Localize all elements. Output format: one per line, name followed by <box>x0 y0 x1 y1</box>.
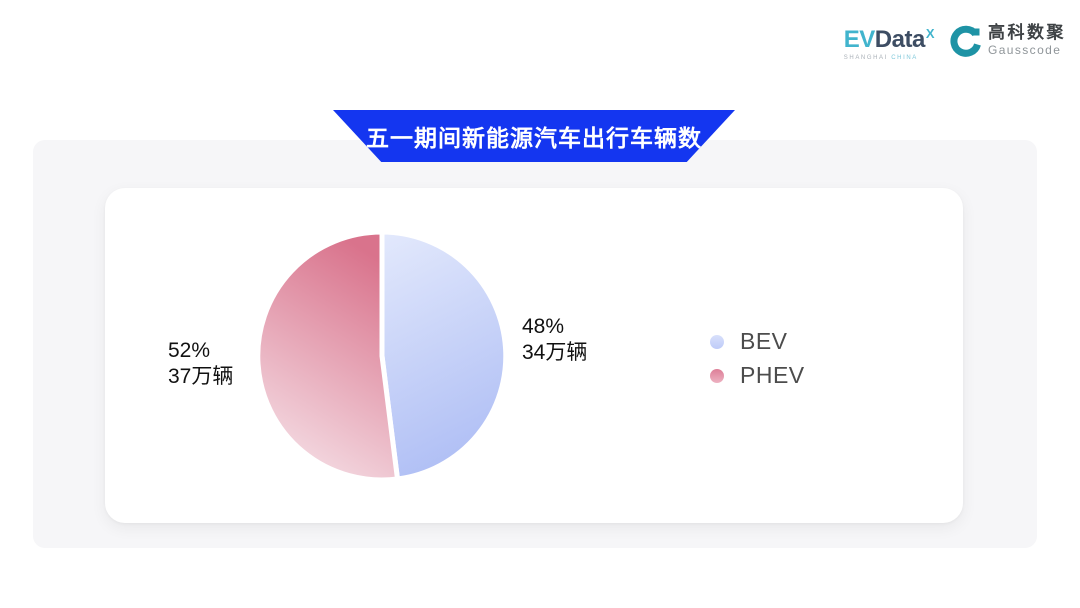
legend-item-phev[interactable]: PHEV <box>710 362 805 389</box>
evdata-tagline-china: CHINA <box>891 55 918 61</box>
gausscode-name-cn: 高科数聚 <box>988 23 1066 42</box>
gausscode-text: 高科数聚 Gausscode <box>988 23 1066 57</box>
evdata-tagline-shanghai: SHANGHAI <box>843 55 888 61</box>
label-phev-value: 37万辆 <box>168 365 234 388</box>
chart-card <box>105 188 963 523</box>
label-bev-percent: 48% <box>522 315 565 338</box>
gausscode-name-en: Gausscode <box>988 42 1062 57</box>
pie-legend: BEV PHEV <box>710 328 805 389</box>
legend-item-bev[interactable]: BEV <box>710 328 805 355</box>
pie-slice-phev[interactable] <box>255 229 400 483</box>
evdata-tagline: SHANGHAI CHINA <box>844 55 918 61</box>
label-phev-percent: 52% <box>168 339 211 362</box>
evdata-x-superscript: X <box>925 26 935 41</box>
title-ribbon: 五一期间新能源汽车出行车辆数 <box>333 110 735 162</box>
label-bev: 48% 34万辆 <box>522 314 587 366</box>
brand-bar: EVDataX SHANGHAI CHINA 高科数聚 Gausscode <box>843 23 1066 61</box>
legend-label-phev: PHEV <box>740 362 805 388</box>
gausscode-logo: 高科数聚 Gausscode <box>950 23 1066 57</box>
evdata-data-text: Data <box>874 26 926 53</box>
legend-label-bev: BEV <box>740 328 788 354</box>
legend-dot-phev-icon <box>710 368 724 383</box>
label-phev: 52% 37万辆 <box>168 338 233 390</box>
evdata-logo: EVDataX SHANGHAI CHINA <box>843 24 935 61</box>
legend-dot-bev-icon <box>710 334 724 349</box>
pie-chart <box>255 229 509 483</box>
gausscode-g-icon <box>950 25 981 57</box>
evdata-wordmark: EVDataX <box>843 26 935 53</box>
label-bev-value: 34万辆 <box>522 341 588 364</box>
evdata-ev-text: EV <box>843 26 876 53</box>
page-title: 五一期间新能源汽车出行车辆数 <box>366 125 702 151</box>
pie-slice-bev[interactable] <box>379 229 509 482</box>
